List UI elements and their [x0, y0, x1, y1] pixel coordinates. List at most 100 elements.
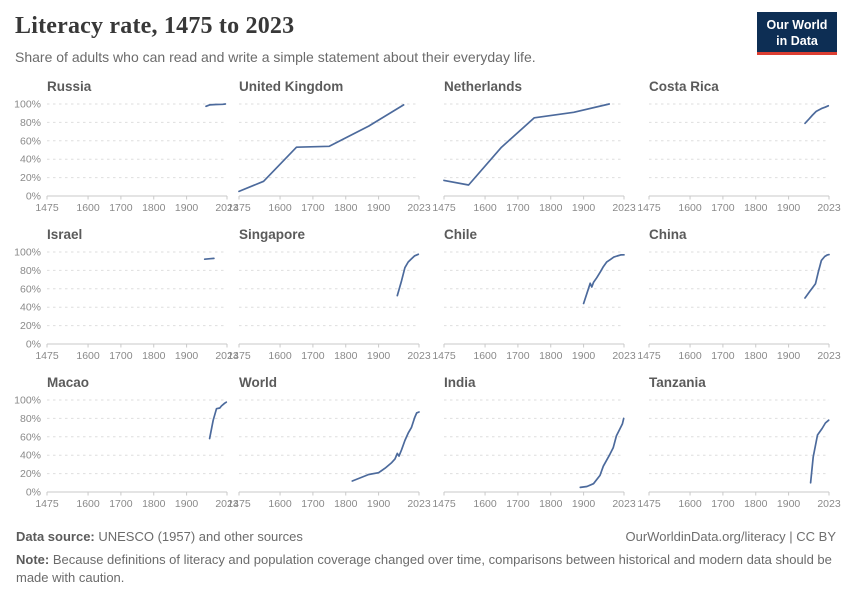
data-source-label: Data source:	[16, 529, 95, 544]
x-tick-label: 2023	[407, 350, 431, 362]
x-tick-label: 1600	[678, 498, 702, 510]
x-tick-label: 1700	[506, 498, 530, 510]
chart-title: Costa Rica	[649, 78, 719, 94]
chart-plot-china[interactable]: 1475 1600 1700 1800 1900 2023	[637, 246, 847, 362]
chart-plot-united-kingdom[interactable]: 1475 1600 1700 1800 1900 2023	[227, 98, 437, 214]
chart-panel-world: World 1475 1600 1700 1800 1900 2023	[227, 375, 437, 510]
x-tick-label: 2023	[817, 350, 841, 362]
chart-title: China	[649, 226, 687, 242]
literacy-line[interactable]	[238, 103, 405, 192]
chart-header: Literacy rate, 1475 to 2023 Share of adu…	[0, 0, 850, 65]
small-multiples-grid: Russia 1475 1600 1700 1800 1900 2023 0% 20% 40% 60…	[0, 65, 850, 510]
chart-plot-russia[interactable]: 1475 1600 1700 1800 1900 2023 0% 20% 40% 60% 80% 10…	[14, 98, 239, 214]
y-tick-label: 0%	[26, 190, 41, 202]
x-tick-label: 2023	[407, 498, 431, 510]
x-tick-label: 1900	[777, 350, 801, 362]
literacy-line[interactable]	[396, 253, 420, 297]
literacy-line[interactable]	[443, 102, 611, 186]
y-tick-label: 0%	[26, 486, 41, 498]
x-tick-label: 1900	[572, 202, 596, 214]
x-tick-label: 1600	[76, 498, 100, 510]
x-tick-label: 1700	[711, 498, 735, 510]
x-tick-label: 1700	[301, 498, 325, 510]
page-subtitle: Share of adults who can read and write a…	[15, 48, 536, 65]
x-tick-label: 1600	[268, 498, 292, 510]
chart-panel-netherlands: Netherlands 1475 1600 1700 1800 1900 2023	[432, 78, 642, 214]
x-tick-label: 1600	[473, 350, 497, 362]
x-tick-label: 1800	[744, 498, 768, 510]
x-tick-label: 1475	[432, 498, 456, 510]
chart-plot-india[interactable]: 1475 1600 1700 1800 1900 2023	[432, 394, 642, 510]
x-tick-label: 1800	[334, 498, 358, 510]
y-tick-label: 40%	[20, 153, 41, 165]
x-tick-label: 1900	[572, 350, 596, 362]
y-tick-label: 20%	[20, 320, 41, 332]
chart-plot-world[interactable]: 1475 1600 1700 1800 1900 2023	[227, 394, 437, 510]
y-tick-label: 0%	[26, 338, 41, 350]
chart-panel-macao: Macao 1475 1600 1700 1800 1900 2023 0% 20% 40% 60%…	[14, 374, 239, 510]
y-tick-label: 100%	[14, 394, 41, 406]
literacy-line[interactable]	[804, 253, 830, 299]
chart-plot-israel[interactable]: 1475 1600 1700 1800 1900 2023 0% 20% 40% 60% 80% 10…	[14, 246, 239, 362]
y-tick-label: 80%	[20, 264, 41, 276]
x-tick-label: 1900	[175, 498, 199, 510]
y-tick-label: 100%	[14, 98, 41, 110]
x-tick-label: 1475	[35, 202, 59, 214]
owid-logo-line2: in Data	[776, 34, 818, 48]
footnote: Note: Because definitions of literacy an…	[16, 551, 836, 587]
literacy-line[interactable]	[582, 253, 625, 304]
chart-plot-netherlands[interactable]: 1475 1600 1700 1800 1900 2023	[432, 98, 642, 214]
literacy-line[interactable]	[579, 417, 625, 488]
y-tick-label: 20%	[20, 172, 41, 184]
literacy-line[interactable]	[205, 102, 227, 107]
x-tick-label: 1800	[744, 350, 768, 362]
x-tick-label: 1600	[473, 202, 497, 214]
chart-panel-chile: Chile 1475 1600 1700 1800 1900 2023	[432, 226, 642, 362]
x-tick-label: 1900	[175, 202, 199, 214]
x-tick-label: 1475	[227, 202, 251, 214]
chart-panel-costa-rica: Costa Rica 1475 1600 1700 1800 1900 2023	[637, 78, 847, 214]
x-tick-label: 1800	[142, 350, 166, 362]
chart-panel-russia: Russia 1475 1600 1700 1800 1900 2023 0% 20% 40% 60…	[14, 79, 239, 214]
chart-title: Tanzania	[649, 374, 706, 390]
literacy-line[interactable]	[203, 257, 215, 260]
x-tick-label: 1700	[506, 202, 530, 214]
x-tick-label: 2023	[817, 202, 841, 214]
chart-plot-tanzania[interactable]: 1475 1600 1700 1800 1900 2023	[637, 394, 847, 510]
x-tick-label: 1800	[334, 202, 358, 214]
x-tick-label: 1475	[227, 350, 251, 362]
literacy-line[interactable]	[208, 400, 228, 440]
y-tick-label: 40%	[20, 449, 41, 461]
chart-title: Chile	[444, 226, 478, 242]
x-tick-label: 1600	[268, 202, 292, 214]
note-label: Note:	[16, 552, 50, 567]
literacy-line[interactable]	[351, 410, 420, 482]
chart-title: Netherlands	[444, 78, 523, 94]
chart-plot-macao[interactable]: 1475 1600 1700 1800 1900 2023 0% 20% 40% 60% 80% 10…	[14, 394, 239, 510]
chart-plot-costa-rica[interactable]: 1475 1600 1700 1800 1900 2023	[637, 98, 847, 214]
x-tick-label: 1700	[109, 350, 133, 362]
chart-plot-chile[interactable]: 1475 1600 1700 1800 1900 2023	[432, 246, 642, 362]
y-tick-label: 100%	[14, 246, 41, 258]
x-tick-label: 1475	[637, 498, 661, 510]
chart-title: Macao	[47, 374, 90, 390]
literacy-line[interactable]	[804, 104, 830, 124]
owid-logo[interactable]: Our World in Data	[757, 12, 837, 55]
literacy-line[interactable]	[809, 418, 830, 484]
chart-plot-singapore[interactable]: 1475 1600 1700 1800 1900 2023	[227, 246, 437, 362]
x-tick-label: 1800	[539, 350, 563, 362]
x-tick-label: 1700	[109, 202, 133, 214]
x-tick-label: 2023	[407, 202, 431, 214]
x-tick-label: 1700	[301, 350, 325, 362]
owid-credit-link[interactable]: OurWorldinData.org/literacy | CC BY	[625, 529, 836, 544]
y-tick-label: 80%	[20, 412, 41, 424]
x-tick-label: 1800	[744, 202, 768, 214]
chart-title: Israel	[47, 226, 83, 242]
x-tick-label: 1475	[35, 350, 59, 362]
chart-panel-china: China 1475 1600 1700 1800 1900 2023	[637, 226, 847, 362]
y-tick-label: 60%	[20, 283, 41, 295]
x-tick-label: 1700	[711, 350, 735, 362]
chart-panel-singapore: Singapore 1475 1600 1700 1800 1900 2023	[227, 227, 437, 362]
y-tick-label: 80%	[20, 116, 41, 128]
x-tick-label: 1600	[473, 498, 497, 510]
